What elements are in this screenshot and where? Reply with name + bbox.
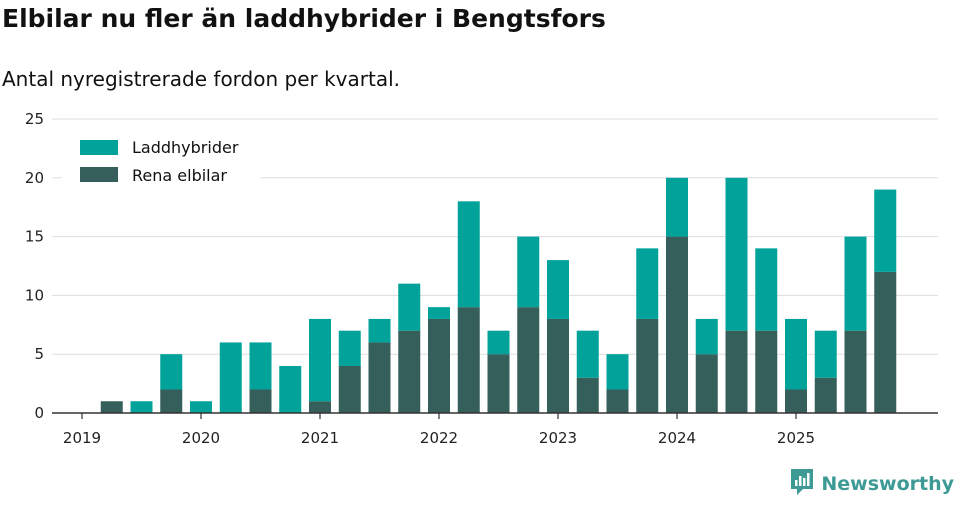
bar-rena-elbilar bbox=[160, 389, 183, 413]
newsworthy-brand: Newsworthy bbox=[789, 467, 954, 501]
chart-title: Elbilar nu fler än laddhybrider i Bengts… bbox=[2, 4, 606, 33]
bar-rena-elbilar bbox=[338, 365, 361, 413]
bar-laddhybrider bbox=[547, 260, 569, 319]
bar-laddhybrider bbox=[636, 248, 659, 319]
chart-subtitle: Antal nyregistrerade fordon per kvartal. bbox=[2, 67, 401, 91]
bar-laddhybrider bbox=[368, 318, 391, 343]
bar-laddhybrider bbox=[695, 318, 718, 355]
x-tick-label: 2020 bbox=[182, 429, 220, 447]
x-tick-label: 2021 bbox=[301, 429, 339, 447]
x-tick-label: 2024 bbox=[658, 429, 696, 447]
bars bbox=[100, 177, 897, 413]
bar-rena-elbilar bbox=[576, 377, 599, 413]
bar-laddhybrider bbox=[130, 401, 153, 413]
bar-laddhybrider bbox=[874, 189, 897, 272]
bar-rena-elbilar bbox=[428, 318, 450, 413]
bar-laddhybrider bbox=[279, 365, 302, 413]
bar-rena-elbilar bbox=[636, 318, 659, 413]
x-tick-label: 2025 bbox=[777, 429, 815, 447]
bar-laddhybrider bbox=[814, 330, 837, 378]
bar-laddhybrider bbox=[725, 177, 748, 331]
bar-rena-elbilar bbox=[457, 307, 480, 413]
bar-laddhybrider bbox=[309, 318, 331, 402]
bar-rena-elbilar bbox=[547, 318, 569, 413]
bar-rena-elbilar bbox=[487, 354, 510, 413]
bar-laddhybrider bbox=[457, 201, 480, 308]
x-tick-label: 2023 bbox=[539, 429, 577, 447]
bar-rena-elbilar bbox=[814, 377, 837, 413]
bar-laddhybrider bbox=[755, 248, 778, 331]
newsworthy-logo-icon bbox=[789, 467, 815, 501]
bar-laddhybrider bbox=[249, 342, 272, 390]
y-tick-label: 15 bbox=[25, 228, 44, 246]
bar-rena-elbilar bbox=[517, 307, 540, 413]
bar-laddhybrider bbox=[338, 330, 361, 366]
brand-name: Newsworthy bbox=[821, 473, 954, 495]
bar-rena-elbilar bbox=[755, 330, 778, 413]
x-tick-label: 2022 bbox=[420, 429, 458, 447]
bar-laddhybrider bbox=[190, 401, 212, 413]
bar-rena-elbilar bbox=[606, 389, 629, 413]
bar-rena-elbilar bbox=[844, 330, 867, 413]
bar-laddhybrider bbox=[517, 236, 540, 308]
bar-rena-elbilar bbox=[666, 236, 688, 413]
y-tick-label: 0 bbox=[34, 404, 44, 422]
bar-rena-elbilar bbox=[785, 389, 807, 413]
legend: Laddhybrider Rena elbilar bbox=[62, 130, 260, 186]
bar-rena-elbilar bbox=[874, 271, 897, 413]
bar-laddhybrider bbox=[606, 354, 629, 390]
bar-rena-elbilar bbox=[398, 330, 421, 413]
bar-laddhybrider bbox=[844, 236, 867, 331]
bar-rena-elbilar bbox=[368, 342, 391, 413]
bar-laddhybrider bbox=[398, 283, 421, 331]
bar-rena-elbilar bbox=[695, 354, 718, 413]
bar-laddhybrider bbox=[785, 318, 807, 390]
bar-laddhybrider bbox=[428, 307, 450, 319]
bar-laddhybrider bbox=[219, 342, 242, 413]
bar-laddhybrider bbox=[666, 177, 688, 237]
y-tick-label: 25 bbox=[25, 110, 44, 128]
bar-rena-elbilar bbox=[725, 330, 748, 413]
bar-rena-elbilar bbox=[249, 389, 272, 413]
y-tick-label: 10 bbox=[25, 286, 44, 304]
bar-laddhybrider bbox=[487, 330, 510, 355]
bar-laddhybrider bbox=[160, 354, 183, 390]
bar-rena-elbilar bbox=[100, 401, 123, 413]
legend-label-rena-elbilar: Rena elbilar bbox=[132, 166, 227, 185]
legend-label-laddhybrider: Laddhybrider bbox=[132, 138, 239, 157]
legend-swatch-rena-elbilar bbox=[80, 167, 118, 182]
legend-swatch-laddhybrider bbox=[80, 140, 118, 155]
bar-rena-elbilar bbox=[309, 401, 331, 413]
x-tick-label: 2019 bbox=[63, 429, 101, 447]
y-tick-label: 20 bbox=[25, 169, 44, 187]
y-tick-label: 5 bbox=[34, 345, 44, 363]
bar-laddhybrider bbox=[576, 330, 599, 378]
